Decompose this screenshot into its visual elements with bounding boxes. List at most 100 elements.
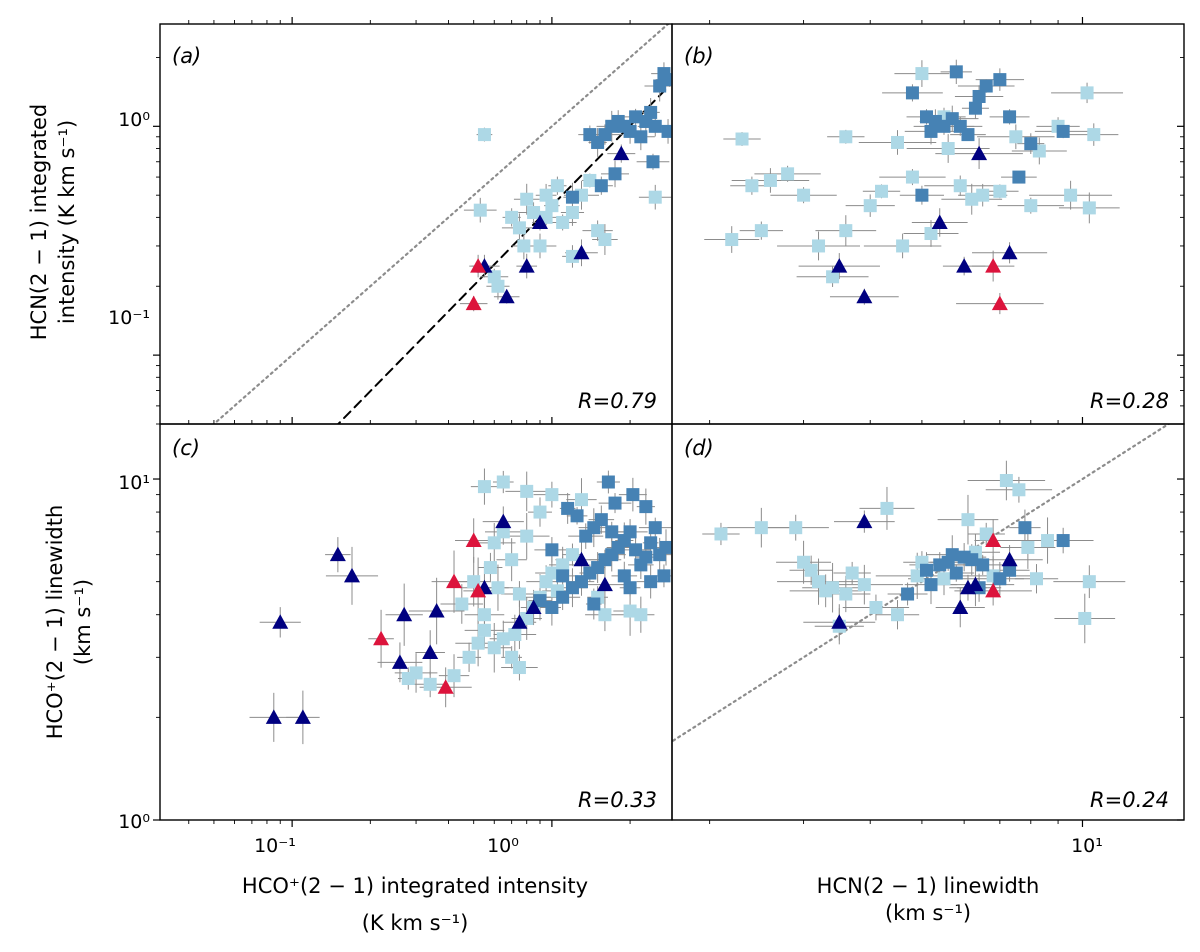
panel-label-b: (b) bbox=[684, 44, 714, 68]
data-point-square bbox=[527, 206, 541, 220]
data-point-square bbox=[508, 627, 522, 641]
y-tick-label-bottom-10: 10¹ bbox=[118, 472, 150, 494]
data-point-square bbox=[623, 581, 637, 595]
data-point-square bbox=[961, 513, 975, 527]
data-point-square bbox=[1041, 534, 1055, 548]
data-point-square bbox=[937, 572, 951, 586]
data-point-square bbox=[965, 553, 979, 567]
data-point-square bbox=[423, 677, 437, 691]
y-axis-label-bottom-line1: HCO⁺(2 − 1) linewidth bbox=[43, 505, 67, 740]
data-point-square bbox=[491, 581, 505, 595]
panel-b bbox=[671, 17, 1185, 425]
data-point-square bbox=[857, 578, 871, 592]
data-point-square bbox=[968, 101, 982, 115]
data-point-square bbox=[1024, 199, 1038, 213]
data-point-triangle bbox=[985, 258, 1002, 273]
data-point-square bbox=[473, 203, 487, 217]
data-point-triangle bbox=[446, 573, 463, 589]
data-point-triangle bbox=[518, 258, 535, 273]
data-point-square bbox=[1082, 201, 1096, 215]
data-point-square bbox=[826, 270, 840, 284]
data-point-square bbox=[891, 608, 905, 622]
data-point-square bbox=[520, 192, 534, 206]
data-point-square bbox=[467, 575, 481, 589]
data-point-triangle bbox=[956, 258, 973, 273]
y-tick-label-bottom-1: 10⁰ bbox=[118, 811, 150, 833]
data-point-square bbox=[487, 536, 501, 550]
data-point-square bbox=[661, 124, 672, 138]
data-point-square bbox=[556, 215, 570, 229]
r-value-b: R=0.28 bbox=[1090, 389, 1169, 413]
data-point-triangle bbox=[596, 576, 613, 592]
data-point-square bbox=[845, 566, 859, 580]
data-point-square bbox=[1012, 483, 1026, 497]
data-point-triangle bbox=[391, 654, 408, 669]
data-point-square bbox=[594, 513, 608, 527]
data-point-square bbox=[949, 65, 963, 79]
data-point-square bbox=[517, 239, 531, 253]
data-point-square bbox=[608, 496, 622, 510]
data-point-square bbox=[1087, 128, 1101, 142]
data-point-square bbox=[491, 279, 505, 293]
data-point-square bbox=[545, 488, 559, 502]
data-point-square bbox=[657, 569, 671, 583]
data-point-square bbox=[623, 604, 637, 618]
data-point-square bbox=[924, 124, 938, 138]
panel-c bbox=[153, 423, 673, 827]
data-point-square bbox=[901, 587, 915, 601]
axes-frame bbox=[671, 23, 1185, 425]
data-point-square bbox=[617, 569, 631, 583]
data-point-square bbox=[471, 636, 485, 650]
data-point-triangle bbox=[985, 532, 1002, 548]
data-point-triangle bbox=[272, 614, 289, 629]
data-point-square bbox=[1056, 124, 1070, 138]
data-point-square bbox=[961, 128, 975, 142]
data-point-triangle bbox=[613, 145, 630, 161]
data-point-square bbox=[976, 558, 990, 572]
data-point-triangle bbox=[967, 576, 984, 592]
data-point-square bbox=[919, 563, 933, 577]
data-point-square bbox=[550, 179, 564, 193]
plot-area bbox=[672, 424, 1171, 743]
data-point-triangle bbox=[831, 614, 848, 629]
data-point-square bbox=[965, 192, 979, 206]
y-axis-label-bottom-line2: (km s⁻¹) bbox=[71, 579, 95, 665]
data-point-triangle bbox=[511, 614, 528, 629]
data-point-square bbox=[839, 224, 853, 238]
data-point-square bbox=[512, 661, 526, 675]
data-point-square bbox=[993, 73, 1007, 87]
reference-line-dotted bbox=[212, 24, 670, 424]
data-point-triangle bbox=[573, 244, 590, 260]
y-axis-label-top-line2: intensity (K km s⁻¹) bbox=[55, 120, 79, 324]
axes-frame bbox=[159, 23, 673, 425]
data-point-square bbox=[574, 493, 588, 507]
data-point-square bbox=[477, 480, 491, 494]
y-axis-label-top-line1: HCN(2 − 1) integrated bbox=[27, 104, 51, 341]
data-point-square bbox=[533, 239, 547, 253]
data-point-square bbox=[556, 569, 570, 583]
data-point-square bbox=[644, 575, 658, 589]
data-point-square bbox=[953, 179, 967, 193]
data-point-square bbox=[646, 155, 660, 169]
data-point-square bbox=[826, 581, 840, 595]
r-value-a: R=0.79 bbox=[578, 389, 657, 413]
data-point-square bbox=[804, 563, 818, 577]
data-point-square bbox=[924, 227, 938, 241]
data-point-square bbox=[1082, 575, 1096, 589]
data-point-square bbox=[993, 184, 1007, 198]
axes-frame bbox=[159, 423, 673, 821]
data-point-square bbox=[601, 475, 615, 489]
data-point-square bbox=[839, 587, 853, 601]
data-point-square bbox=[545, 199, 559, 213]
data-point-square bbox=[496, 632, 510, 646]
panel-label-a: (a) bbox=[172, 44, 201, 68]
axes-frame bbox=[671, 423, 1185, 821]
data-point-square bbox=[1012, 170, 1026, 184]
data-point-square bbox=[545, 566, 559, 580]
data-point-square bbox=[1064, 188, 1078, 202]
plot-area bbox=[249, 468, 672, 745]
data-point-square bbox=[1056, 534, 1070, 548]
data-point-square bbox=[608, 167, 622, 181]
data-point-triangle bbox=[1001, 244, 1018, 260]
data-point-square bbox=[483, 561, 497, 575]
